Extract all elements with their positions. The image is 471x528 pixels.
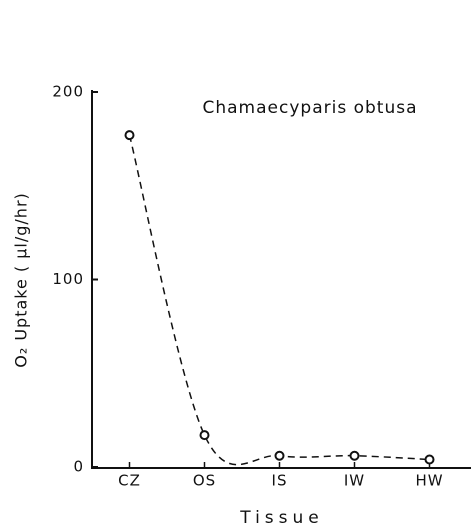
x-tick-label: CZ [118,472,141,490]
y-tick-label: 200 [52,83,84,101]
chart-title: Chamaecyparis obtusa [203,98,418,118]
data-point [424,454,435,465]
data-point [199,430,210,441]
x-axis-label: Tissue [239,508,324,528]
y-tick-label: 100 [52,270,84,288]
data-point [274,450,285,461]
x-tick-label: IS [272,472,288,490]
data-point [124,130,135,141]
data-line [128,134,430,466]
x-tick-label: OS [193,472,216,490]
y-tick-label: 0 [73,458,84,476]
x-tick-label: HW [415,472,443,490]
x-tick-label: IW [344,472,365,490]
data-point [349,450,360,461]
y-axis-label: O₂ Uptake ( μl/g/hr) [12,192,31,368]
